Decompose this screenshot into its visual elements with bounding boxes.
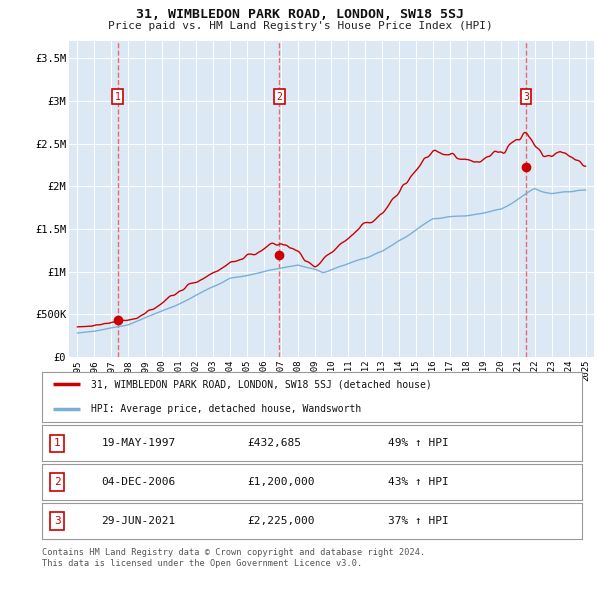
Text: Contains HM Land Registry data © Crown copyright and database right 2024.: Contains HM Land Registry data © Crown c… [42, 548, 425, 556]
Text: 3: 3 [523, 92, 529, 101]
Text: 2: 2 [277, 92, 282, 101]
Text: £432,685: £432,685 [247, 438, 301, 448]
Text: 29-JUN-2021: 29-JUN-2021 [101, 516, 176, 526]
Text: 31, WIMBLEDON PARK ROAD, LONDON, SW18 5SJ: 31, WIMBLEDON PARK ROAD, LONDON, SW18 5S… [136, 8, 464, 21]
Text: 49% ↑ HPI: 49% ↑ HPI [388, 438, 448, 448]
Text: Price paid vs. HM Land Registry's House Price Index (HPI): Price paid vs. HM Land Registry's House … [107, 21, 493, 31]
Text: 31, WIMBLEDON PARK ROAD, LONDON, SW18 5SJ (detached house): 31, WIMBLEDON PARK ROAD, LONDON, SW18 5S… [91, 379, 431, 389]
Text: £2,225,000: £2,225,000 [247, 516, 314, 526]
Text: 43% ↑ HPI: 43% ↑ HPI [388, 477, 448, 487]
Text: 37% ↑ HPI: 37% ↑ HPI [388, 516, 448, 526]
Text: HPI: Average price, detached house, Wandsworth: HPI: Average price, detached house, Wand… [91, 404, 361, 414]
Text: 3: 3 [54, 516, 61, 526]
Text: 19-MAY-1997: 19-MAY-1997 [101, 438, 176, 448]
Text: 04-DEC-2006: 04-DEC-2006 [101, 477, 176, 487]
Text: 2: 2 [54, 477, 61, 487]
Text: This data is licensed under the Open Government Licence v3.0.: This data is licensed under the Open Gov… [42, 559, 362, 568]
Text: £1,200,000: £1,200,000 [247, 477, 314, 487]
Text: 1: 1 [54, 438, 61, 448]
Text: 1: 1 [115, 92, 121, 101]
